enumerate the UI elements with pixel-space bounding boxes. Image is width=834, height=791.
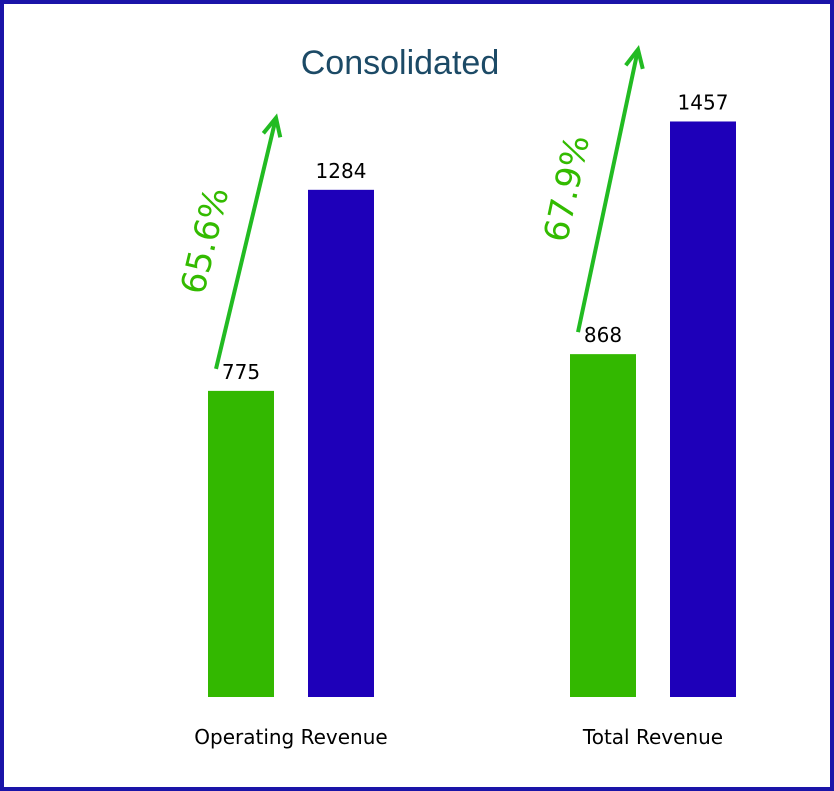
value-label: 868 (584, 323, 622, 347)
arrow-head (261, 113, 283, 138)
value-label: 1457 (678, 90, 729, 114)
bar (670, 121, 736, 698)
x-tick-label: Total Revenue (582, 725, 723, 749)
value-label: 1284 (316, 159, 367, 183)
bar (308, 189, 374, 697)
arrow-head (624, 44, 645, 70)
chart-title: Consolidated (301, 44, 499, 82)
value-label: 775 (222, 360, 260, 384)
growth-arrow (576, 49, 640, 333)
bar (208, 390, 274, 697)
growth-label: 65.6% (173, 184, 237, 298)
bar (570, 354, 636, 697)
growth-label: 67.9% (536, 132, 598, 246)
growth-arrow (214, 117, 278, 370)
x-tick-label: Operating Revenue (194, 725, 387, 749)
